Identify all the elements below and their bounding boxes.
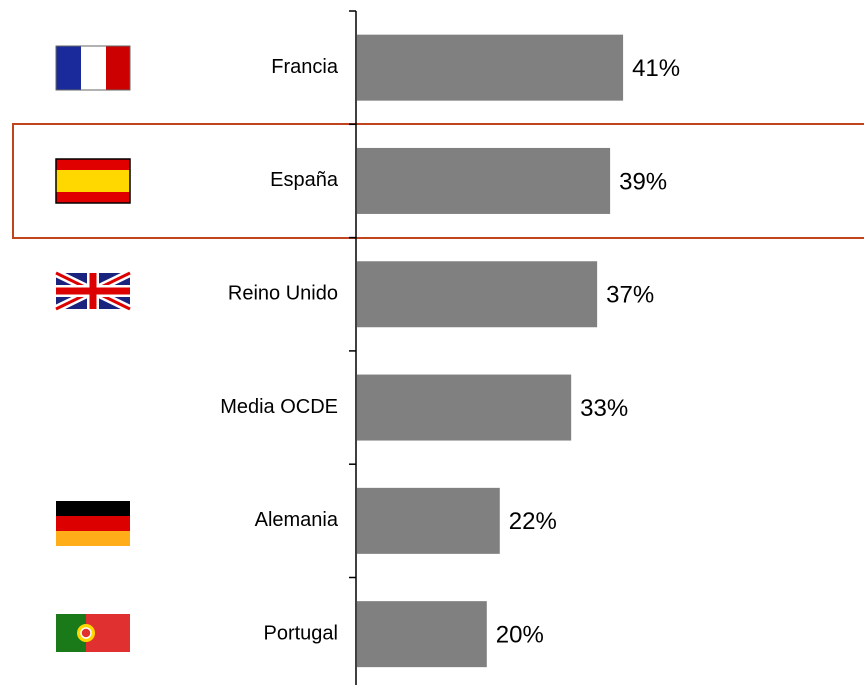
value-label: 41% — [632, 55, 680, 82]
bar — [357, 487, 500, 554]
category-label: Alemania — [255, 509, 339, 531]
flag-france — [55, 45, 131, 91]
highlight-box — [12, 123, 864, 239]
flag-portugal — [56, 614, 130, 652]
bar — [357, 147, 611, 214]
value-label: 37% — [606, 282, 654, 309]
bar — [357, 261, 598, 328]
bar — [357, 601, 487, 668]
value-label: 39% — [619, 168, 667, 195]
bar — [357, 34, 624, 101]
value-label: 33% — [580, 395, 628, 422]
flag-germany — [56, 501, 130, 546]
flag-spain — [55, 158, 131, 204]
flag-uk — [54, 269, 132, 313]
value-label: 22% — [509, 508, 557, 535]
category-label: Francia — [271, 56, 339, 78]
category-label: España — [270, 169, 339, 191]
category-label: Reino Unido — [228, 283, 338, 305]
bar — [357, 374, 572, 441]
category-label: Portugal — [264, 622, 339, 644]
value-label: 20% — [496, 621, 544, 648]
category-label: Media OCDE — [220, 396, 338, 418]
